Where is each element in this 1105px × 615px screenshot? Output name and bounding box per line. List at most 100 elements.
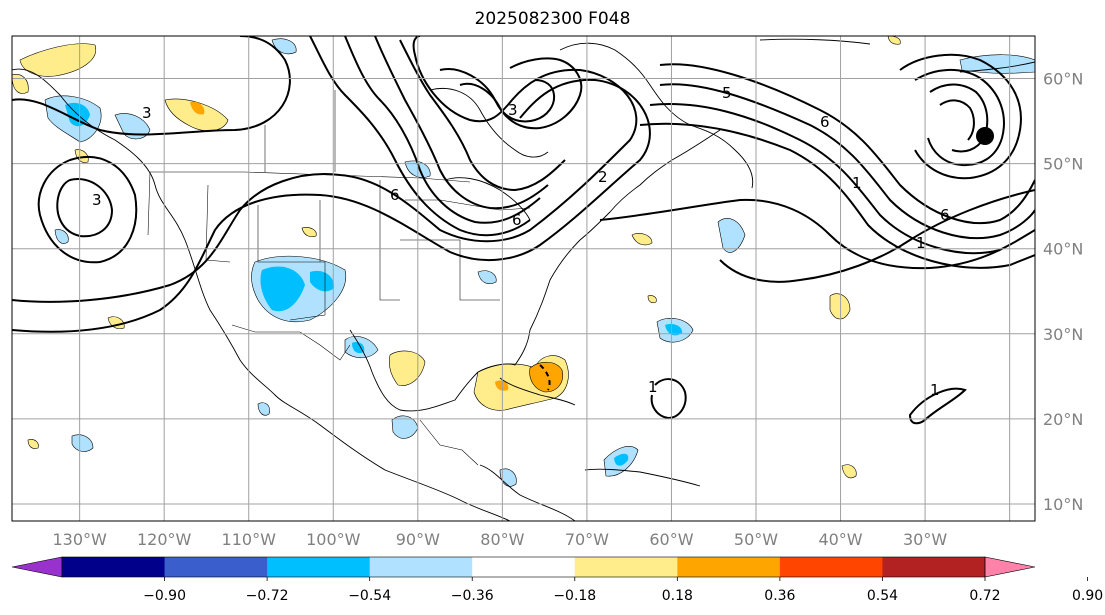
shaded-field-layer [12, 36, 1035, 487]
field-blob [310, 270, 335, 292]
coastline [499, 377, 576, 406]
colorbar-segment [574, 557, 678, 577]
field-blob [477, 270, 497, 284]
contour-line [649, 103, 1001, 254]
contour-line [929, 83, 989, 153]
field-blob [717, 218, 746, 253]
field-blob [665, 323, 683, 336]
field-blob [614, 453, 629, 466]
longitude-label: 30°W [903, 530, 947, 549]
field-blob [27, 439, 39, 449]
contour-label: 3 [92, 191, 102, 209]
longitude-label: 110°W [222, 530, 277, 549]
field-blob [529, 361, 563, 393]
colorbar-segment [369, 557, 473, 577]
colorbar-tick-label: 0.90 [1072, 588, 1103, 604]
longitude-label: 120°W [137, 530, 192, 549]
latitude-label: 20°N [1043, 410, 1083, 429]
border [419, 419, 479, 466]
latitude-label: 10°N [1043, 495, 1083, 514]
contour-line [659, 83, 1035, 239]
contour-label: 1 [916, 234, 926, 252]
field-blob [54, 229, 69, 244]
coastline [584, 468, 701, 487]
map-frame [11, 35, 1036, 522]
contour-line [899, 53, 1022, 180]
contour-line [37, 155, 138, 264]
border [231, 324, 351, 361]
contour-label: 1 [648, 378, 658, 396]
contour-label: 2 [598, 168, 608, 186]
contour-label: 3 [508, 101, 518, 119]
border [379, 180, 400, 301]
longitude-label: 90°W [396, 530, 440, 549]
field-blob [114, 113, 151, 140]
field-blob [301, 227, 317, 238]
longitude-label: 130°W [52, 530, 107, 549]
contour-line [459, 79, 556, 123]
border [257, 205, 326, 321]
colorbar-segment [62, 557, 166, 577]
longitude-label: 50°W [734, 530, 778, 549]
longitude-label: 40°W [818, 530, 862, 549]
contour-line [439, 57, 583, 130]
field-blob [190, 101, 205, 115]
colorbar-tick-label: 0.36 [764, 588, 795, 604]
contour-line [309, 36, 531, 237]
colorbar-tick-label: −0.36 [451, 588, 494, 604]
colorbar-tick-label: −0.90 [143, 588, 186, 604]
colorbar-tick-label: 0.72 [969, 588, 1000, 604]
contour-label: 6 [940, 206, 950, 224]
border [405, 199, 531, 211]
contour-label: 3 [142, 104, 152, 122]
field-blob [647, 295, 657, 304]
field-blob [71, 434, 94, 452]
coastline [349, 329, 479, 412]
longitude-label: 80°W [480, 530, 524, 549]
latitude-label: 50°N [1043, 155, 1083, 174]
colorbar-tick-label: −0.72 [246, 588, 289, 604]
field-blob [887, 36, 901, 45]
field-blob [352, 342, 365, 354]
colorbar-segment [677, 557, 781, 577]
longitude-labels: 130°W 120°W 110°W 100°W 90°W 80°W 70°W 60°W 50°W… [52, 530, 947, 549]
field-blob [495, 380, 509, 391]
field-blob [257, 402, 270, 416]
map-title: 2025082300 F048 [474, 9, 631, 29]
contour-line [908, 387, 967, 425]
contour-line [399, 39, 566, 192]
colorbar-segment [472, 557, 576, 577]
field-blob [388, 350, 426, 386]
map-background [12, 36, 1035, 521]
field-blob [829, 293, 851, 320]
colorbar-tick-label: 0.18 [662, 588, 693, 604]
contour-label: 6 [512, 211, 522, 229]
coastline [444, 177, 531, 221]
coastline [477, 129, 721, 373]
contour-line [374, 36, 549, 210]
longitude-label: 70°W [565, 530, 609, 549]
border [147, 171, 151, 236]
contour-line [939, 99, 975, 141]
contour-line [719, 189, 1035, 283]
latitude-label: 30°N [1043, 325, 1083, 344]
coastline [559, 42, 754, 189]
contour-line [12, 78, 651, 333]
contour-line [659, 63, 1035, 225]
field-blob [260, 266, 305, 312]
latitude-label: 60°N [1043, 70, 1083, 89]
low-center-marker [976, 127, 994, 145]
contour-label-layer: 3 3 3 6 6 6 6 1 1 2 5 1 1 [92, 84, 950, 399]
gridlines [12, 36, 1035, 521]
colorbar-tick-label: −0.18 [553, 588, 596, 604]
field-blob [19, 43, 97, 77]
contour-line [344, 36, 541, 224]
coastline [429, 88, 549, 158]
coastline [759, 38, 871, 45]
contour-line [914, 68, 1005, 167]
contour-label: 6 [820, 113, 830, 131]
coastline [12, 68, 511, 521]
colorbar-tick-label: −0.54 [348, 588, 391, 604]
longitude-label: 60°W [649, 530, 693, 549]
